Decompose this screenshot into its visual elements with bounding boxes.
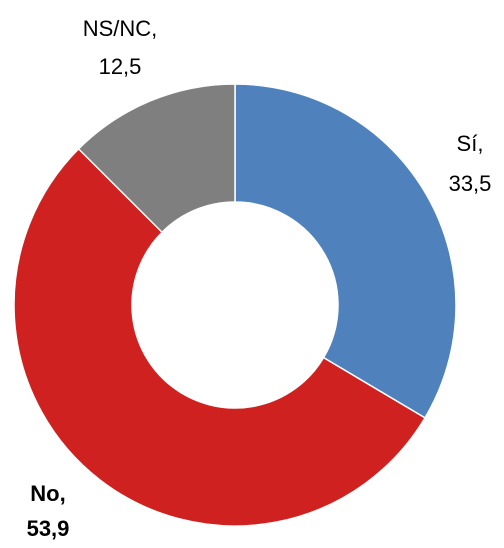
label-separator: , — [60, 481, 66, 506]
slice-category-label: No, — [30, 481, 65, 506]
slice-value-label: 53,9 — [27, 516, 70, 541]
donut-slice — [77, 83, 236, 234]
label-separator: , — [477, 131, 483, 156]
label-separator: , — [151, 16, 157, 41]
slice-value-label: 12,5 — [99, 54, 142, 79]
category-name: Sí — [457, 131, 478, 156]
donut-slice — [234, 83, 457, 419]
category-name: NS/NC — [83, 16, 152, 41]
donut-slice — [13, 147, 427, 527]
category-name: No — [30, 481, 59, 506]
slice-category-label: Sí, — [457, 131, 484, 156]
slice-category-label: NS/NC, — [83, 16, 158, 41]
slice-value-label: 33,5 — [449, 171, 492, 196]
